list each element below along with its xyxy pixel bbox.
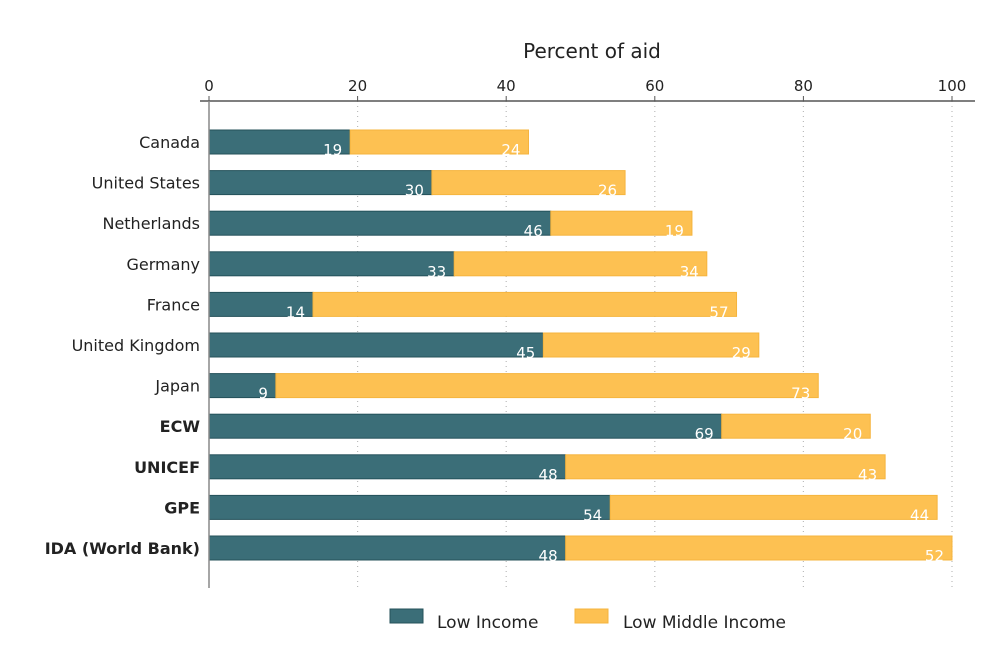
value-label: 46	[524, 222, 543, 240]
value-label: 44	[910, 506, 929, 524]
value-label: 19	[665, 222, 684, 240]
category-label: Japan	[154, 377, 200, 396]
value-label: 48	[539, 466, 558, 484]
bar-segment	[208, 413, 723, 439]
category-label: Netherlands	[102, 214, 200, 233]
value-label: 73	[791, 385, 810, 403]
value-label: 43	[858, 466, 877, 484]
bar-segment	[208, 170, 433, 196]
category-label: ECW	[160, 417, 201, 436]
bar-segment	[550, 210, 693, 236]
value-label: 26	[598, 182, 617, 200]
x-tick-label: 60	[645, 77, 664, 95]
legend-label: Low Income	[437, 613, 538, 633]
bar-segment	[542, 332, 760, 358]
category-label: Germany	[126, 255, 200, 274]
legend-swatch	[574, 608, 609, 624]
bar-segment	[208, 251, 455, 277]
bar-segment	[349, 129, 529, 155]
x-tick-label: 100	[938, 77, 967, 95]
category-label: IDA (World Bank)	[45, 539, 200, 558]
value-label: 19	[323, 141, 342, 159]
bar-segment	[565, 535, 953, 561]
value-label: 29	[732, 344, 751, 362]
value-label: 9	[258, 385, 268, 403]
bar-segment	[721, 413, 871, 439]
value-label: 45	[516, 344, 535, 362]
value-label: 69	[695, 425, 714, 443]
value-label: 33	[427, 263, 446, 281]
category-label: Canada	[139, 133, 200, 152]
value-label: 57	[709, 303, 728, 321]
value-label: 52	[925, 547, 944, 565]
bar-segment	[208, 332, 544, 358]
bar-segment	[431, 170, 626, 196]
value-label: 30	[405, 182, 424, 200]
value-label: 20	[843, 425, 862, 443]
value-label: 48	[539, 547, 558, 565]
x-tick-label: 80	[794, 77, 813, 95]
category-label: France	[147, 295, 200, 314]
value-label: 34	[680, 263, 699, 281]
bar-segment	[453, 251, 708, 277]
bar-segment	[565, 454, 886, 480]
legend-swatch	[389, 608, 424, 624]
category-label: GPE	[164, 498, 200, 517]
value-label: 54	[583, 506, 602, 524]
bar-segment	[312, 291, 738, 317]
bar-segment	[208, 210, 552, 236]
x-axis-label: Percent of aid	[523, 39, 661, 63]
x-tick-label: 0	[204, 77, 214, 95]
bar-segment	[208, 454, 567, 480]
value-label: 14	[286, 303, 305, 321]
category-label: United Kingdom	[72, 336, 200, 355]
legend-label: Low Middle Income	[623, 613, 786, 633]
bar-segment	[208, 494, 611, 520]
x-tick-label: 40	[497, 77, 516, 95]
x-tick-label: 20	[348, 77, 367, 95]
bar-segment	[208, 535, 567, 561]
category-label: United States	[92, 174, 200, 193]
value-label: 24	[501, 141, 520, 159]
category-label: UNICEF	[134, 458, 200, 477]
bar-segment	[275, 373, 819, 399]
bar-segment	[208, 373, 277, 399]
bar-segment	[609, 494, 938, 520]
